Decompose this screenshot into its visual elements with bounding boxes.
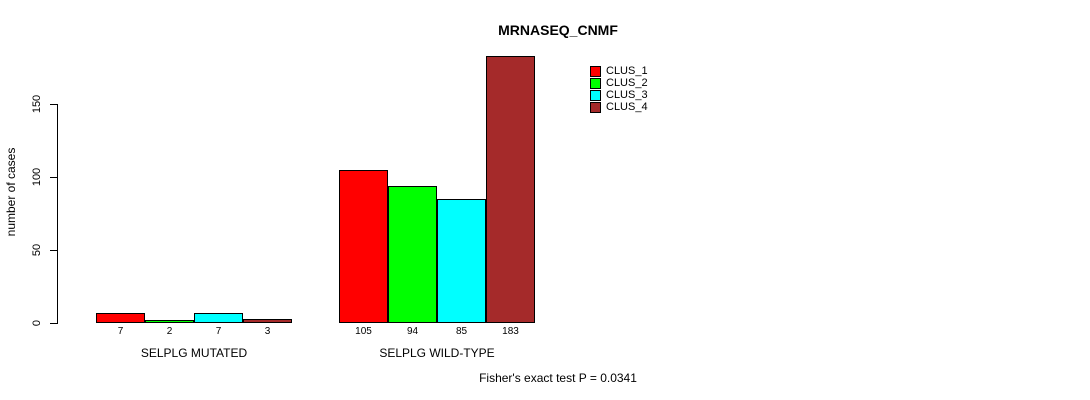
y-tick-mark bbox=[50, 177, 58, 178]
bar-value-label: 2 bbox=[166, 326, 173, 337]
y-tick-mark bbox=[50, 104, 58, 105]
bar-clus_2-1 bbox=[145, 320, 194, 323]
x-category-label: SELPLG WILD-TYPE bbox=[379, 346, 495, 360]
bar-clus_2-2 bbox=[388, 186, 437, 323]
y-axis-line bbox=[57, 104, 58, 324]
bar-value-label: 183 bbox=[502, 326, 519, 337]
bar-clus_3-1 bbox=[194, 313, 243, 323]
legend-item-clus_3: CLUS_3 bbox=[590, 89, 648, 101]
y-tick-label: 50 bbox=[31, 243, 43, 257]
legend-item-clus_1: CLUS_1 bbox=[590, 65, 648, 77]
bar-clus_4-1 bbox=[243, 319, 292, 323]
bar-value-label: 7 bbox=[215, 326, 222, 337]
legend-label: CLUS_1 bbox=[606, 65, 648, 77]
legend-label: CLUS_4 bbox=[606, 101, 648, 113]
legend-item-clus_2: CLUS_2 bbox=[590, 77, 648, 89]
legend-label: CLUS_2 bbox=[606, 77, 648, 89]
bar-value-label: 105 bbox=[355, 326, 372, 337]
legend-item-clus_4: CLUS_4 bbox=[590, 101, 648, 113]
y-tick-label: 0 bbox=[31, 319, 43, 327]
bar-value-label: 85 bbox=[455, 326, 468, 337]
legend-swatch-icon bbox=[590, 89, 601, 101]
legend-swatch-icon bbox=[590, 77, 601, 89]
legend: CLUS_1 CLUS_2 CLUS_3 CLUS_4 bbox=[590, 65, 648, 113]
y-axis-label: number of cases bbox=[4, 147, 18, 237]
bar-value-label: 7 bbox=[117, 326, 124, 337]
bar-value-label: 94 bbox=[406, 326, 419, 337]
bar-clus_1-1 bbox=[96, 313, 145, 323]
y-tick-mark bbox=[50, 250, 58, 251]
chart-title: MRNASEQ_CNMF bbox=[498, 22, 618, 38]
stat-annotation: Fisher's exact test P = 0.0341 bbox=[479, 371, 637, 385]
x-category-label: SELPLG MUTATED bbox=[140, 346, 248, 360]
y-tick-label: 150 bbox=[31, 94, 43, 114]
bar-clus_4-2 bbox=[486, 56, 535, 323]
bar-clus_1-2 bbox=[339, 170, 388, 323]
y-tick-mark bbox=[50, 323, 58, 324]
legend-swatch-icon bbox=[590, 101, 601, 113]
y-tick-label: 100 bbox=[31, 167, 43, 187]
bar-value-label: 3 bbox=[264, 326, 271, 337]
bar-clus_3-2 bbox=[437, 199, 486, 323]
legend-label: CLUS_3 bbox=[606, 89, 648, 101]
legend-swatch-icon bbox=[590, 65, 601, 77]
